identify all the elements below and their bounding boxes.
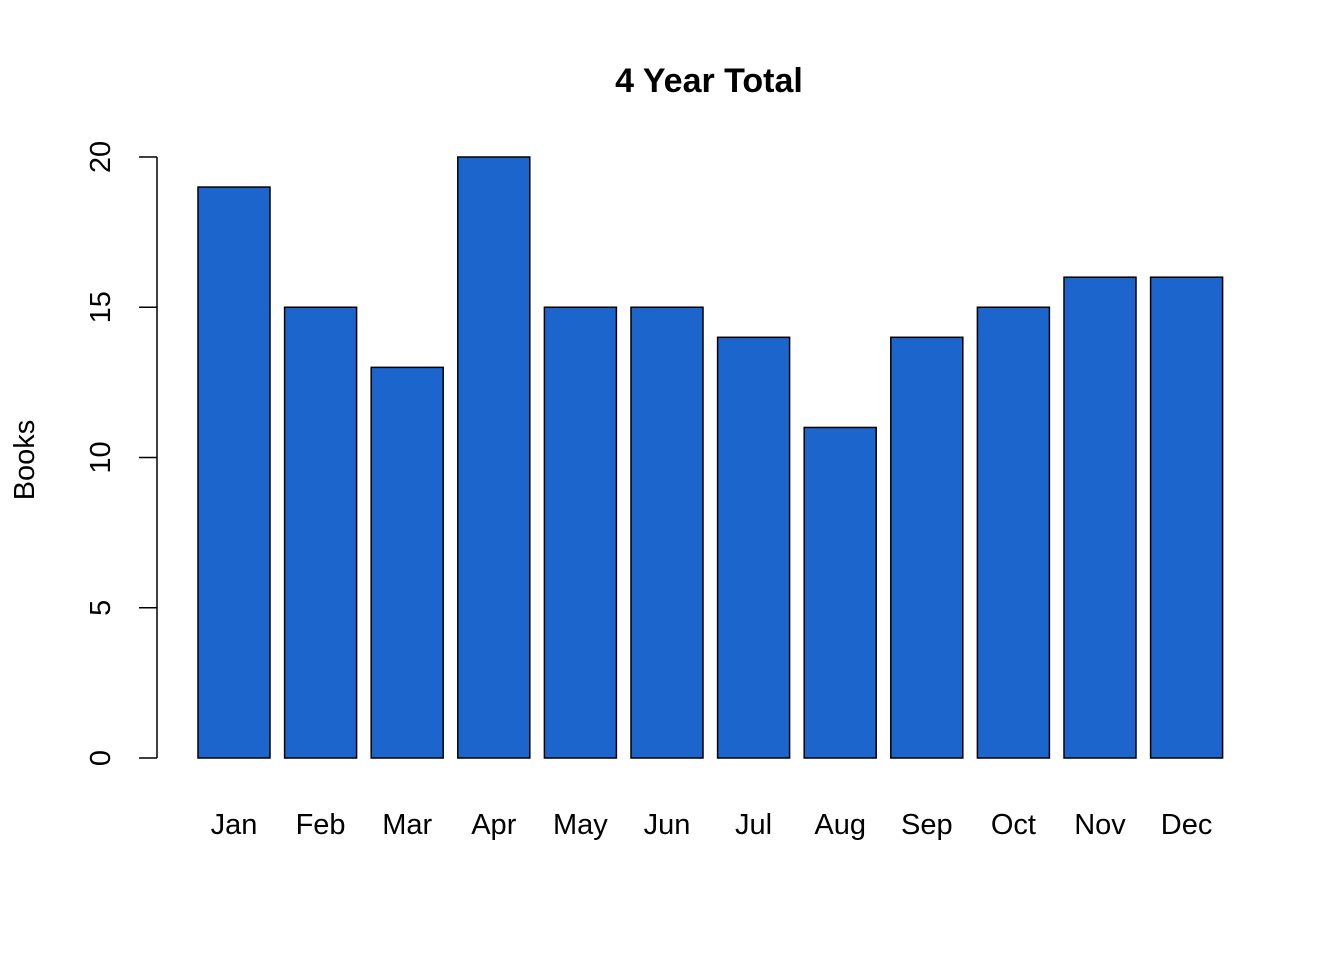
- chart-title: 4 Year Total: [615, 62, 803, 100]
- bar-sep: [890, 336, 964, 759]
- bar-nov: [1063, 276, 1137, 759]
- y-axis-label: Books: [9, 420, 41, 501]
- x-tick-label: Mar: [382, 809, 432, 841]
- x-tick-label: Jan: [211, 809, 258, 841]
- y-tick-label: 10: [85, 441, 117, 473]
- y-tick-label: 0: [85, 750, 117, 766]
- x-tick-label: Sep: [901, 809, 953, 841]
- y-tick-label: 20: [85, 141, 117, 173]
- bars: [197, 156, 1224, 759]
- x-tick-label: Dec: [1161, 809, 1213, 841]
- bar-aug: [803, 426, 877, 759]
- bar-mar: [370, 366, 444, 759]
- bar-jan: [197, 186, 271, 759]
- bar-oct: [976, 306, 1051, 759]
- y-tick-label: 15: [85, 291, 117, 323]
- y-tick-label: 5: [85, 600, 117, 616]
- y-axis: 0 5 10 15 20: [85, 141, 158, 766]
- x-tick-label: Apr: [471, 809, 516, 841]
- x-tick-label: Nov: [1074, 809, 1126, 841]
- x-tick-label: May: [553, 809, 608, 841]
- bar-feb: [283, 306, 358, 759]
- x-tick-label: Aug: [814, 809, 866, 841]
- bar-may: [543, 306, 618, 759]
- bar-apr: [457, 156, 531, 759]
- bar-jun: [630, 306, 704, 759]
- x-tick-label: Feb: [296, 809, 346, 841]
- x-tick-label: Oct: [991, 809, 1036, 841]
- bar-jul: [716, 336, 791, 759]
- x-tick-label: Jun: [644, 809, 691, 841]
- bar-dec: [1149, 276, 1224, 759]
- x-tick-label: Jul: [735, 809, 772, 841]
- x-axis-labels: Jan Feb Mar Apr May Jun Jul Aug Sep Oct Nov Dec: [211, 809, 1213, 841]
